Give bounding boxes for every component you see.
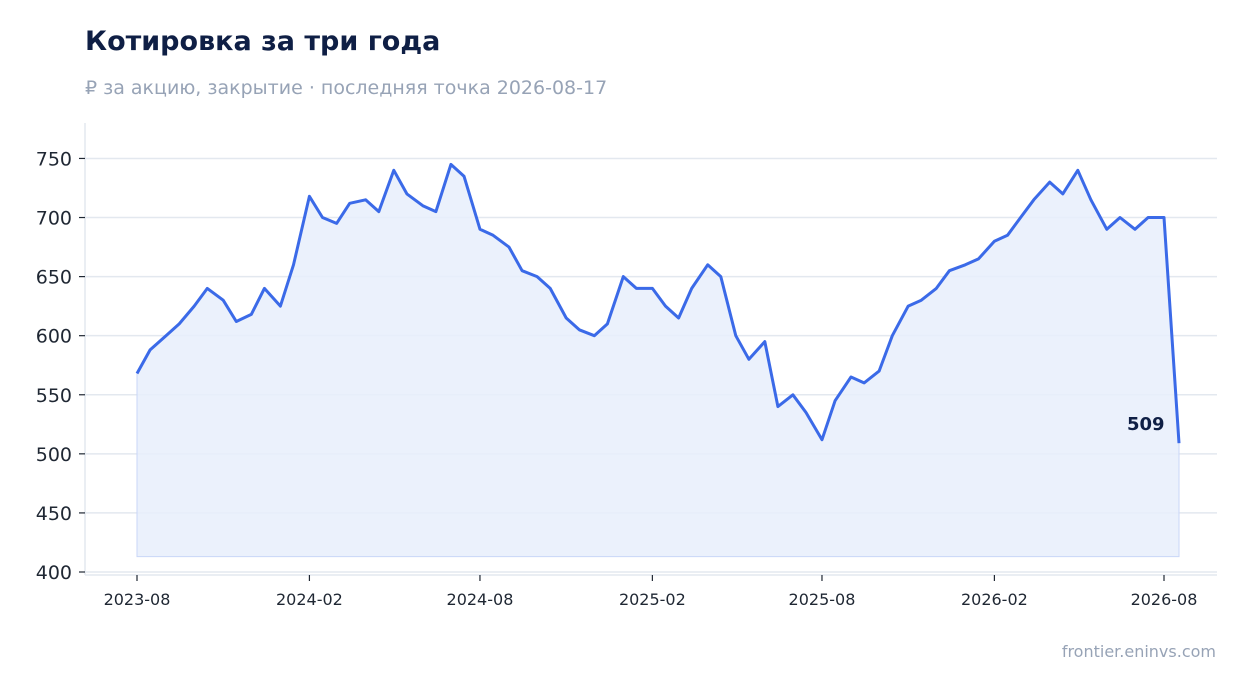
y-tick-label: 450 bbox=[36, 503, 72, 525]
x-axis-ticks: 2023-08 2024-02 2024-08 2025-02 2025-08 2026-… bbox=[104, 575, 1198, 609]
y-tick-label: 400 bbox=[36, 562, 72, 584]
y-tick-label: 750 bbox=[36, 148, 72, 170]
x-tick-label: 2025-08 bbox=[789, 590, 856, 609]
y-tick-label: 600 bbox=[36, 326, 72, 348]
x-tick-label: 2025-02 bbox=[619, 590, 686, 609]
x-tick-label: 2024-02 bbox=[276, 590, 343, 609]
price-area bbox=[136, 163, 1180, 558]
y-tick-label: 550 bbox=[36, 385, 72, 407]
x-tick-label: 2024-08 bbox=[447, 590, 514, 609]
x-tick-label: 2026-08 bbox=[1131, 590, 1198, 609]
source-credit: frontier.eninvs.com bbox=[1061, 642, 1216, 661]
last-value-label: 509 bbox=[1127, 414, 1165, 435]
x-tick-label: 2023-08 bbox=[104, 590, 171, 609]
axes bbox=[84, 123, 1217, 576]
y-tick-label: 500 bbox=[36, 444, 72, 466]
x-tick-label: 2026-02 bbox=[961, 590, 1028, 609]
y-tick-label: 700 bbox=[36, 208, 72, 230]
price-line bbox=[135, 162, 1181, 444]
chart-subtitle: ₽ за акцию, закрытие · последняя точка 2… bbox=[85, 77, 608, 99]
chart-title: Котировка за три года bbox=[85, 26, 441, 57]
y-axis-ticks: 400 450 500 550 600 650 700 750 bbox=[36, 148, 85, 584]
y-tick-label: 650 bbox=[36, 267, 72, 289]
